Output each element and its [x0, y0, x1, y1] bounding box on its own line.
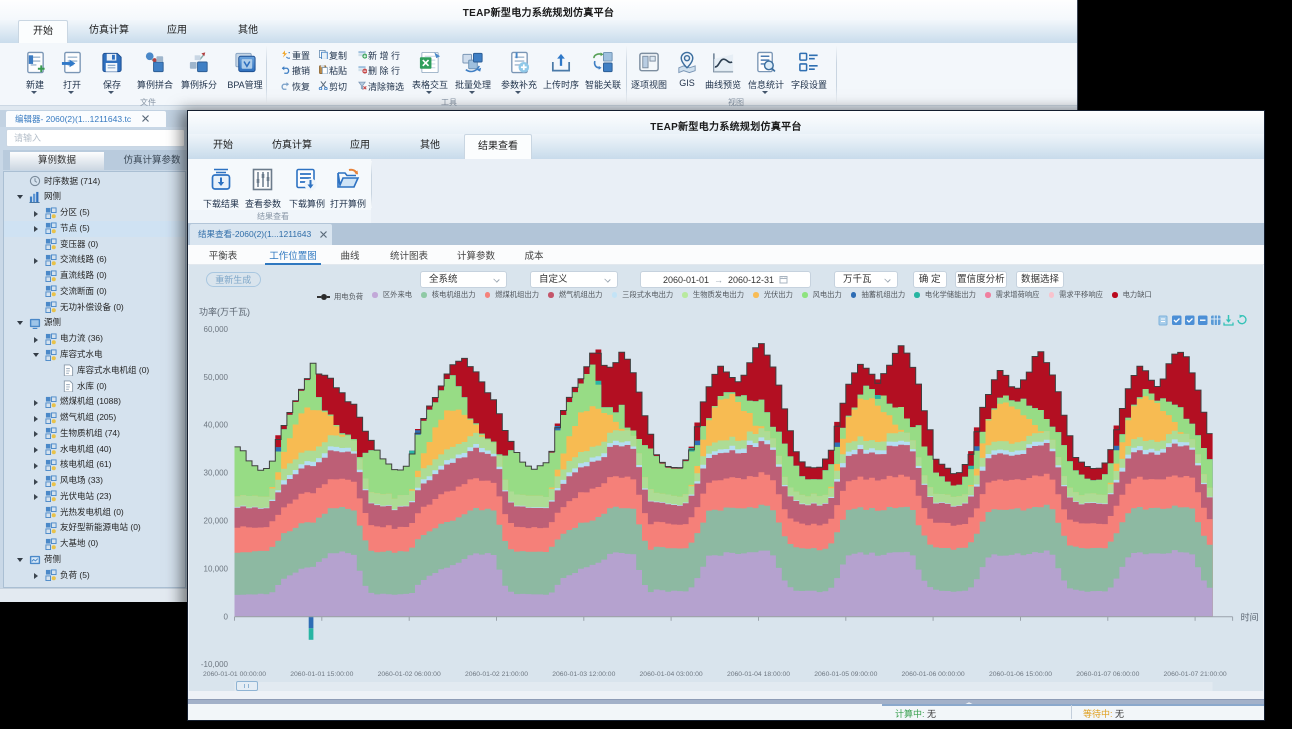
svg-text:2060-01-07 06:00:00: 2060-01-07 06:00:00: [1076, 671, 1139, 678]
svg-text:-10,000: -10,000: [201, 660, 229, 669]
svg-text:0: 0: [224, 612, 229, 621]
svg-text:2060-01-03 12:00:00: 2060-01-03 12:00:00: [552, 671, 615, 678]
svg-text:2060-01-07 21:00:00: 2060-01-07 21:00:00: [1164, 671, 1227, 678]
svg-text:2060-01-06 00:00:00: 2060-01-06 00:00:00: [902, 671, 965, 678]
svg-text:40,000: 40,000: [204, 421, 229, 430]
svg-text:30,000: 30,000: [204, 469, 229, 478]
svg-text:2060-01-01 00:00:00: 2060-01-01 00:00:00: [203, 671, 266, 678]
svg-text:20,000: 20,000: [204, 517, 229, 526]
svg-text:功率(万千瓦): 功率(万千瓦): [199, 306, 250, 317]
svg-text:2060-01-04 03:00:00: 2060-01-04 03:00:00: [640, 671, 703, 678]
svg-text:50,000: 50,000: [204, 373, 229, 382]
svg-text:2060-01-02 21:00:00: 2060-01-02 21:00:00: [465, 671, 528, 678]
svg-text:2060-01-04 18:00:00: 2060-01-04 18:00:00: [727, 671, 790, 678]
svg-text:时间: 时间: [1241, 611, 1259, 622]
svg-text:2060-01-05 09:00:00: 2060-01-05 09:00:00: [814, 671, 877, 678]
svg-text:2060-01-02 06:00:00: 2060-01-02 06:00:00: [378, 671, 441, 678]
svg-text:60,000: 60,000: [204, 325, 229, 334]
svg-text:2060-01-06 15:00:00: 2060-01-06 15:00:00: [989, 671, 1052, 678]
svg-text:10,000: 10,000: [204, 564, 229, 573]
svg-text:2060-01-01 15:00:00: 2060-01-01 15:00:00: [290, 671, 353, 678]
